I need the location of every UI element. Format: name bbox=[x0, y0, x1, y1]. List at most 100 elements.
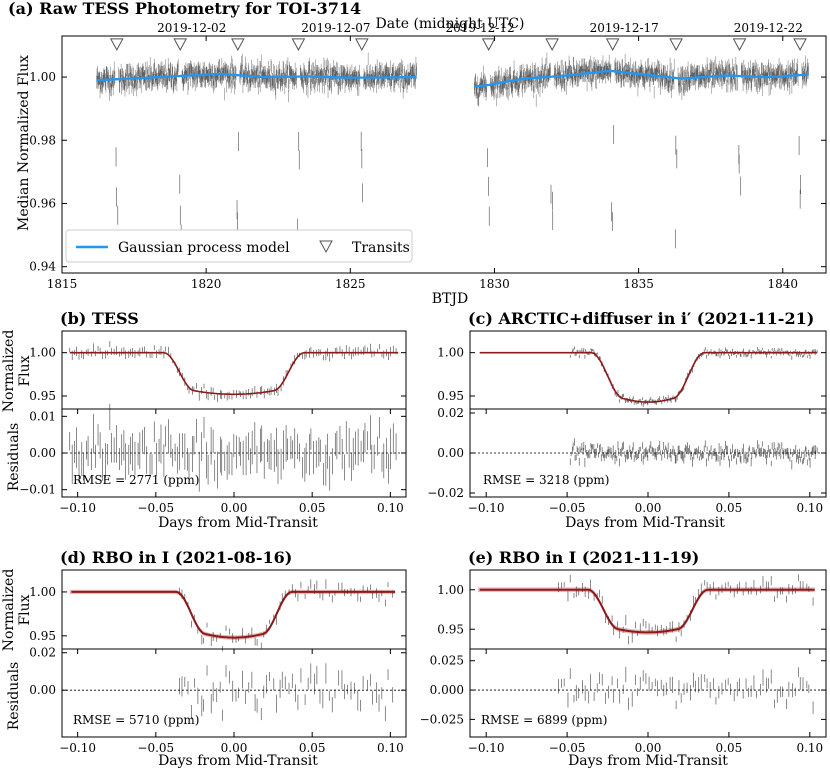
panel-d-residual-points bbox=[179, 663, 394, 722]
transit-marker bbox=[732, 38, 747, 51]
transit-marker bbox=[109, 38, 124, 51]
transit-marker bbox=[231, 38, 245, 51]
panel-b-xtick-label: −0.05 bbox=[137, 501, 174, 515]
panel-e-flux-ytick-label: 1.00 bbox=[437, 583, 464, 597]
panel-e-xtick-label: 0.10 bbox=[796, 741, 823, 755]
panel-c-resid-ytick-label: −0.02 bbox=[427, 486, 464, 500]
panel-a-top-tick-label: 2019-12-12 bbox=[445, 21, 514, 35]
transit-marker bbox=[545, 38, 559, 51]
gp-model-line bbox=[96, 72, 417, 82]
panel-a-transit-points bbox=[115, 124, 801, 249]
panel-b-resid-ytick-label: 0.01 bbox=[29, 409, 56, 423]
panel-b-flux-frame bbox=[61, 330, 407, 410]
panel-a-xtick-label: 1830 bbox=[479, 277, 510, 291]
panel-e-xtick-label: 0.05 bbox=[716, 741, 743, 755]
panel-d-model-band bbox=[69, 589, 396, 640]
panel-a-top-tick-label: 2019-12-22 bbox=[734, 21, 803, 35]
panel-e-data-points bbox=[558, 574, 814, 645]
panel-e-resid-ytick-label: −0.025 bbox=[420, 712, 464, 726]
panel-d-x-axis-label: Days from Mid-Transit bbox=[158, 753, 318, 769]
panel-a-y-axis-label: Median Normalized Flux bbox=[16, 55, 32, 231]
panel-d-flux-ytick-label: 1.00 bbox=[29, 585, 56, 599]
panel-b-xtick-label: 0.05 bbox=[299, 501, 326, 515]
transit-marker bbox=[354, 38, 369, 51]
panel-a-top-tick-label: 2019-12-02 bbox=[157, 21, 226, 35]
panel-d-xtick-label: 0.00 bbox=[221, 741, 248, 755]
panel-e-flux-frame bbox=[469, 569, 827, 650]
panel-c-flux-ytick-label: 0.95 bbox=[437, 389, 464, 403]
panel-b-xtick-label: 0.10 bbox=[377, 501, 404, 515]
panel-c-xtick-label: −0.10 bbox=[468, 501, 505, 515]
legend-model-label: Gaussian process model bbox=[118, 240, 290, 256]
panel-a-xtick-label: 1820 bbox=[191, 277, 222, 291]
gp-model-line bbox=[474, 69, 809, 88]
panel-e-plot-area: 0.95 1.00 −0.025 0.000 0.025 −0.10 −0.05 0.00 0.… bbox=[420, 569, 827, 755]
panel-c-resid-ytick-label: 0.00 bbox=[437, 446, 464, 460]
panel-d-xtick-label: −0.10 bbox=[59, 741, 96, 755]
panel-d-model-line bbox=[71, 590, 396, 639]
panel-a-x-axis-label: BTJD bbox=[432, 291, 468, 307]
panel-b-residuals-label: Residuals bbox=[6, 423, 22, 491]
panel-d-flux-ytick-label: 0.95 bbox=[29, 629, 56, 643]
panel-b-x-axis-label: Days from Mid-Transit bbox=[158, 515, 318, 531]
panel-e-resid-ytick-label: 0.000 bbox=[430, 683, 464, 697]
panel-c-plot-area: 0.95 1.00 −0.02 0.00 0.02 −0.10 −0.05 0.00 0.05 0… bbox=[427, 330, 827, 515]
panel-b-tess: (b) TESS 0.95 1.00 −0.01 0.00 0.01 −0.10 −0.05… bbox=[1, 309, 407, 531]
panel-a-top-tick-label: 2019-12-07 bbox=[301, 21, 370, 35]
panel-b-data-points bbox=[69, 341, 397, 403]
panel-e-title: (e) RBO in I (2021-11-19) bbox=[468, 548, 699, 567]
panel-d-plot-area: 0.95 1.00 0.00 0.02 −0.10 −0.05 0.00 0.05 0.10 bbox=[29, 569, 407, 755]
panel-b-title: (b) TESS bbox=[60, 309, 139, 328]
panel-b-xtick-label: −0.10 bbox=[59, 501, 96, 515]
transit-marker bbox=[291, 38, 306, 51]
panel-c-title: (c) ARCTIC+diffuser in i′ (2021-11-21) bbox=[468, 309, 814, 328]
panel-b-flux-ytick-label: 0.95 bbox=[29, 389, 56, 403]
panel-a-gp-model bbox=[96, 69, 809, 88]
panel-b-rmse: RMSE = 2771 (ppm) bbox=[73, 473, 199, 487]
panel-d-rbo-aug: (d) RBO in I (2021-08-16) 0.95 1.00 0.00 0.… bbox=[1, 548, 407, 769]
transit-marker bbox=[793, 38, 807, 51]
panel-d-resid-ytick-label: 0.02 bbox=[29, 646, 56, 660]
panel-d-xtick-label: 0.10 bbox=[377, 741, 404, 755]
legend-box bbox=[65, 229, 413, 263]
panel-e-resid-ytick-label: 0.025 bbox=[430, 654, 464, 668]
panel-b-residual-points bbox=[69, 403, 397, 492]
panel-a-xtick-label: 1825 bbox=[335, 277, 366, 291]
panel-a-ytick-label: 0.96 bbox=[29, 196, 56, 210]
panel-a-ytick-label: 0.94 bbox=[29, 260, 56, 274]
panel-c-xtick-label: 0.00 bbox=[635, 501, 662, 515]
panel-a-frame bbox=[61, 35, 827, 274]
panel-a-title: (a) Raw TESS Photometry for TOI-3714 bbox=[8, 0, 361, 18]
panel-c-xtick-label: 0.10 bbox=[796, 501, 823, 515]
panel-c-rmse: RMSE = 3218 (ppm) bbox=[483, 473, 609, 487]
panel-d-rmse: RMSE = 5710 (ppm) bbox=[73, 713, 199, 727]
panel-d-resid-ytick-label: 0.00 bbox=[29, 683, 56, 697]
panel-c-resid-ytick-label: 0.02 bbox=[437, 406, 464, 420]
panel-c-xtick-label: −0.05 bbox=[549, 501, 586, 515]
transit-marker bbox=[669, 38, 683, 51]
panel-e-rbo-nov: (e) RBO in I (2021-11-19) 0.95 1.00 −0.025… bbox=[420, 548, 827, 769]
transit-marker bbox=[605, 38, 620, 51]
panel-a-legend: Gaussian process model Transits bbox=[65, 229, 413, 263]
panel-a-ytick-label: 1.00 bbox=[29, 70, 56, 84]
panel-e-xtick-label: 0.00 bbox=[635, 741, 662, 755]
panel-e-flux-ytick-label: 0.95 bbox=[437, 622, 464, 636]
panel-d-xtick-label: −0.05 bbox=[137, 741, 174, 755]
panel-a-ytick-label: 0.98 bbox=[29, 133, 56, 147]
legend-transit-icon bbox=[319, 240, 333, 254]
panel-e-residual-points bbox=[558, 666, 814, 714]
panel-a-raw-photometry: (a) Raw TESS Photometry for TOI-3714 Dat… bbox=[8, 0, 827, 307]
panel-d-title: (d) RBO in I (2021-08-16) bbox=[60, 548, 292, 567]
panel-a-xtick-label: 1835 bbox=[623, 277, 654, 291]
panel-c-residual-points bbox=[569, 438, 818, 470]
transit-marker bbox=[173, 38, 188, 51]
panel-d-residuals-label: Residuals bbox=[6, 662, 22, 730]
panel-c-flux-ytick-label: 1.00 bbox=[437, 346, 464, 360]
panel-b-flux-ytick-label: 1.00 bbox=[29, 346, 56, 360]
transit-marker bbox=[481, 38, 496, 51]
panel-b-model-line bbox=[69, 351, 399, 396]
panel-e-model-line bbox=[479, 588, 815, 634]
panel-b-plot-area: 0.95 1.00 −0.01 0.00 0.01 −0.10 −0.05 0.00 0.05 0… bbox=[19, 330, 407, 515]
panel-a-top-axis-label: Date (midnight UTC) bbox=[376, 16, 525, 32]
